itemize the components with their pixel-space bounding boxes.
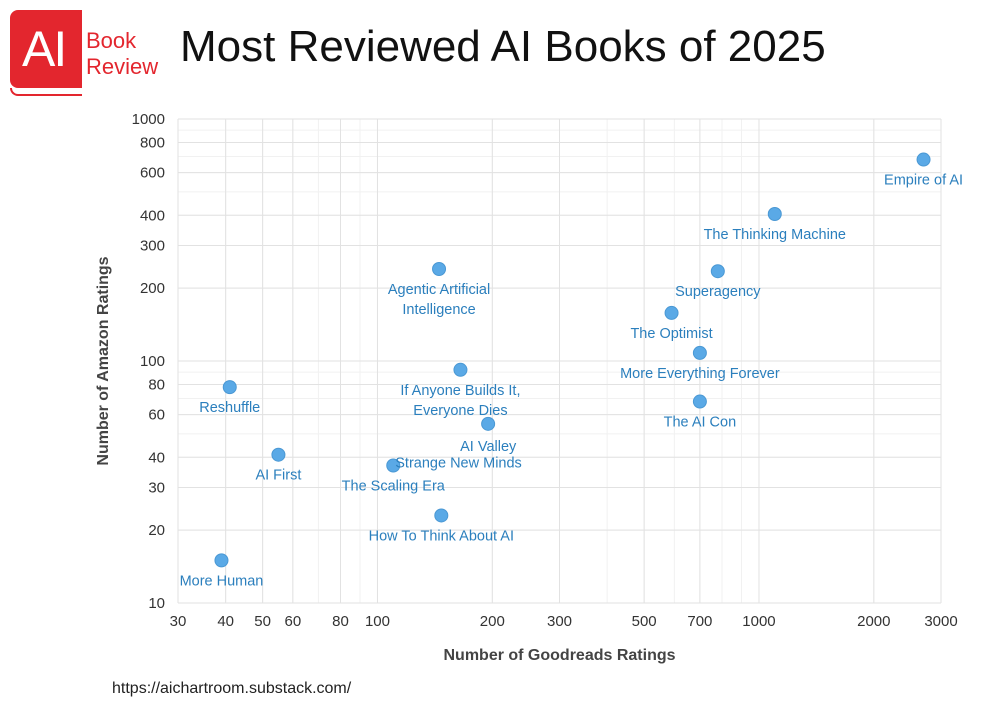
y-tick-label: 200 — [140, 280, 165, 297]
data-label: AI First — [255, 468, 301, 484]
data-label: Intelligence — [402, 302, 475, 318]
grid-lines — [177, 118, 942, 604]
data-point — [222, 380, 237, 395]
y-tick-label: 40 — [148, 449, 165, 466]
data-point — [692, 394, 707, 409]
y-tick-label: 600 — [140, 165, 165, 182]
data-label: More Everything Forever — [620, 366, 780, 382]
y-tick-label: 10 — [148, 595, 165, 612]
logo-line-2: Review — [86, 54, 159, 79]
y-tick-label: 20 — [148, 522, 165, 539]
y-tick-label: 400 — [140, 207, 165, 224]
data-label: Everyone Dies — [413, 403, 507, 419]
data-label: The AI Con — [664, 415, 737, 431]
logo-badge: AI — [10, 10, 82, 96]
data-point — [692, 345, 707, 360]
x-tick-label: 40 — [217, 613, 234, 630]
y-tick-label: 30 — [148, 480, 165, 497]
point-labels: Empire of AI The Thinking Machine Superage… — [180, 173, 963, 590]
x-tick-label: 100 — [365, 613, 390, 630]
x-tick-label: 30 — [170, 613, 187, 630]
data-label: More Human — [180, 573, 264, 589]
x-tick-label: 2000 — [857, 613, 890, 630]
y-tick-label: 1000 — [132, 111, 165, 128]
data-point — [214, 553, 229, 568]
data-point — [481, 416, 496, 431]
x-tick-label: 700 — [687, 613, 712, 630]
data-point — [710, 264, 725, 279]
data-point — [453, 362, 468, 377]
data-label: The Scaling Era — [342, 478, 446, 494]
data-point — [916, 152, 931, 167]
data-label: How To Think About AI — [369, 528, 514, 544]
x-tick-label: 500 — [632, 613, 657, 630]
data-label: The Optimist — [630, 326, 712, 342]
data-label: AI Valley — [460, 439, 517, 455]
y-axis-title: Number of Amazon Ratings — [95, 256, 112, 465]
y-tick-label: 80 — [148, 376, 165, 393]
data-point — [434, 508, 449, 523]
data-point — [432, 261, 447, 276]
data-points — [214, 152, 931, 568]
x-tick-label: 50 — [254, 613, 271, 630]
data-label: Strange New Minds — [395, 455, 522, 471]
data-point — [664, 305, 679, 320]
x-tick-label: 80 — [332, 613, 349, 630]
x-tick-label: 200 — [480, 613, 505, 630]
y-tick-label: 60 — [148, 407, 165, 424]
data-label: Agentic Artificial — [388, 282, 490, 298]
data-point — [386, 458, 401, 473]
x-tick-label: 3000 — [924, 613, 957, 630]
data-label: If Anyone Builds It, — [400, 383, 520, 399]
y-tick-label: 300 — [140, 238, 165, 255]
data-label: The Thinking Machine — [704, 227, 846, 243]
x-axis-ticks: 30 40 50 60 80 100 200 300 500 700 1000 2000 3000 — [170, 613, 958, 630]
logo-mark: AI — [22, 21, 67, 77]
y-tick-label: 800 — [140, 134, 165, 151]
data-label: Empire of AI — [884, 173, 963, 189]
x-tick-label: 300 — [547, 613, 572, 630]
data-point — [271, 447, 286, 462]
data-label: Reshuffle — [199, 400, 260, 416]
logo-line-1: Book — [86, 28, 137, 53]
data-label: Superagency — [675, 284, 761, 300]
y-axis-ticks: 10 20 30 40 60 80 100 200 300 400 600 800 1000 — [132, 111, 165, 612]
brand-logo: AI Book Review — [8, 8, 170, 98]
data-point — [767, 206, 782, 221]
y-tick-label: 100 — [140, 353, 165, 370]
source-url[interactable]: https://aichartroom.substack.com/ — [112, 680, 352, 697]
x-tick-label: 60 — [284, 613, 301, 630]
x-axis-title: Number of Goodreads Ratings — [443, 647, 675, 664]
x-tick-label: 1000 — [742, 613, 775, 630]
chart-title: Most Reviewed AI Books of 2025 — [180, 22, 826, 71]
